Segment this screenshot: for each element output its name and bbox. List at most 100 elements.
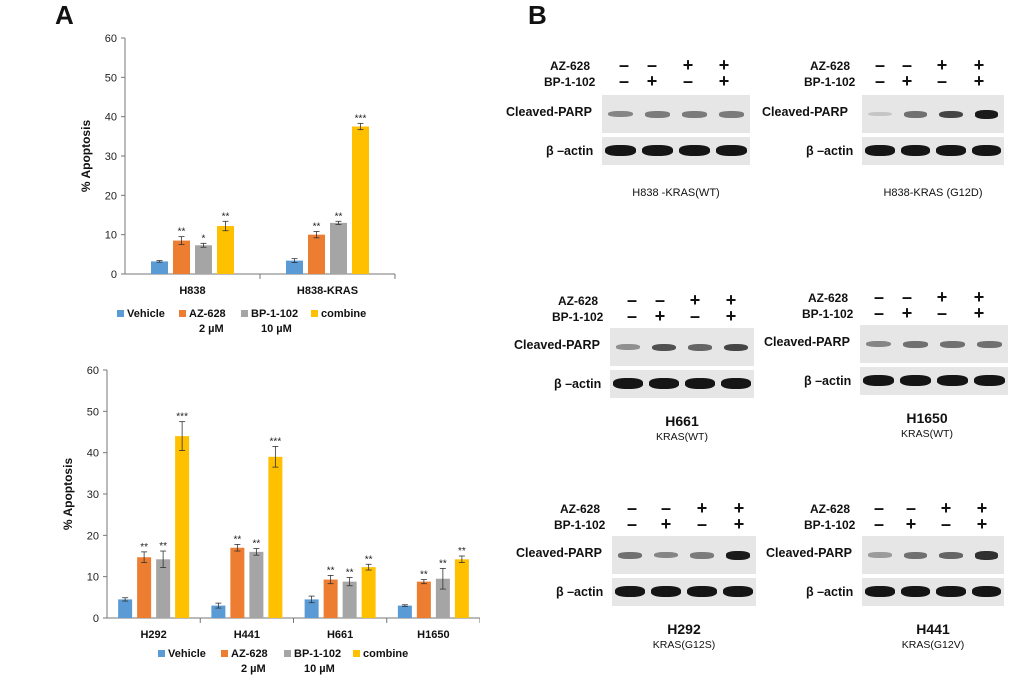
bar-h1650-2 bbox=[435, 578, 450, 618]
cell-line-caption: H838 -KRAS(WT) bbox=[632, 187, 720, 199]
az628-sign: – bbox=[618, 55, 629, 75]
az628-sign: + bbox=[682, 55, 694, 75]
legend-swatch bbox=[221, 650, 228, 657]
actin-band bbox=[971, 145, 1001, 156]
kras-status-caption: KRAS(WT) bbox=[901, 428, 953, 440]
bar-h292-0 bbox=[118, 599, 133, 618]
legend-label: combine bbox=[321, 308, 366, 320]
parp-band bbox=[866, 341, 891, 348]
x-tick-label: H838-KRAS bbox=[297, 285, 358, 297]
y-tick-label: 40 bbox=[105, 112, 117, 124]
significance-label: ** bbox=[458, 546, 466, 557]
az628-sign: + bbox=[689, 290, 701, 310]
cell-line-caption: H441 bbox=[916, 621, 950, 637]
bp1102-sign: + bbox=[901, 303, 913, 323]
cell-line-caption: H838-KRAS (G12D) bbox=[883, 187, 983, 199]
panel-label-b: B bbox=[528, 0, 547, 30]
cell-line-caption: H1650 bbox=[906, 410, 948, 426]
significance-label: ** bbox=[365, 554, 373, 565]
actin-band bbox=[716, 145, 747, 156]
cleaved-parp-strip bbox=[602, 95, 750, 133]
y-axis-label: % Apoptosis bbox=[61, 458, 75, 531]
significance-label: *** bbox=[355, 113, 367, 124]
legend-swatch bbox=[311, 310, 318, 317]
x-tick-label: H661 bbox=[327, 629, 353, 641]
az628-sign: – bbox=[873, 287, 884, 307]
legend-label: BP-1-102 bbox=[251, 308, 298, 320]
az628-sign: + bbox=[733, 498, 745, 518]
kras-status-caption: KRAS(WT) bbox=[656, 431, 708, 443]
x-tick-label: H292 bbox=[140, 629, 166, 641]
az628-sign: + bbox=[718, 55, 730, 75]
actin-band bbox=[721, 378, 751, 389]
bp1102-sign: + bbox=[660, 514, 672, 534]
actin-band bbox=[900, 145, 930, 156]
legend-swatch bbox=[117, 310, 124, 317]
parp-band bbox=[682, 111, 707, 118]
y-tick-label: 60 bbox=[105, 33, 117, 45]
actin-strip bbox=[602, 137, 750, 165]
significance-label: * bbox=[202, 233, 206, 244]
az628-row-label: AZ-628 bbox=[560, 502, 601, 516]
bp1102-sign: + bbox=[654, 306, 666, 326]
bar-h661-1 bbox=[323, 579, 338, 618]
bp1102-sign: – bbox=[873, 303, 884, 323]
parp-band bbox=[940, 340, 965, 348]
bp1102-sign: – bbox=[618, 71, 629, 91]
bp1102-sign: – bbox=[689, 306, 700, 326]
parp-band bbox=[939, 551, 963, 559]
bp1102-sign: + bbox=[976, 514, 988, 534]
actin-band bbox=[685, 378, 715, 389]
bp1102-row-label: BP-1-102 bbox=[804, 75, 856, 89]
az628-sign: + bbox=[973, 55, 985, 75]
parp-band bbox=[618, 551, 642, 559]
bp1102-sign: + bbox=[973, 303, 985, 323]
y-tick-label: 50 bbox=[87, 406, 99, 418]
kras-status-caption: KRAS(G12S) bbox=[652, 639, 716, 651]
parp-band bbox=[616, 344, 640, 351]
cleaved-parp-strip bbox=[862, 95, 1004, 133]
bar-h838-kras-0 bbox=[286, 260, 303, 274]
az628-sign: – bbox=[874, 55, 885, 75]
y-tick-label: 30 bbox=[105, 151, 117, 163]
bar-h292-3 bbox=[175, 436, 190, 618]
actin-band bbox=[649, 378, 679, 389]
significance-label: ** bbox=[420, 570, 428, 581]
y-tick-label: 60 bbox=[87, 365, 99, 377]
parp-band bbox=[724, 343, 748, 352]
parp-band bbox=[645, 111, 670, 118]
az628-sign: – bbox=[905, 498, 916, 518]
parp-band bbox=[654, 552, 678, 559]
bar-h441-0 bbox=[211, 605, 226, 618]
y-tick-label: 0 bbox=[93, 613, 99, 625]
bp1102-row-label: BP-1-102 bbox=[554, 518, 606, 532]
legend-swatch bbox=[179, 310, 186, 317]
actin-band bbox=[900, 586, 930, 597]
panel-label-a: A bbox=[55, 0, 74, 30]
az628-sign: + bbox=[696, 498, 708, 518]
az628-sign: – bbox=[901, 287, 912, 307]
legend-label: BP-1-102 bbox=[294, 648, 341, 660]
significance-label: *** bbox=[270, 436, 282, 447]
legend-label: AZ-628 bbox=[231, 648, 268, 660]
actin-band bbox=[642, 145, 673, 156]
az628-row-label: AZ-628 bbox=[810, 59, 851, 73]
az628-sign: – bbox=[654, 290, 665, 310]
legend-sublabel: 10 µM bbox=[261, 323, 292, 335]
bar-h661-3 bbox=[361, 567, 376, 618]
significance-label: ** bbox=[313, 222, 321, 233]
az628-sign: + bbox=[936, 287, 948, 307]
parp-band bbox=[688, 343, 712, 351]
cell-line-caption: H661 bbox=[665, 413, 699, 429]
cleaved-parp-label: Cleaved-PARP bbox=[506, 105, 592, 119]
legend-sublabel: 2 µM bbox=[199, 323, 224, 335]
bp1102-sign: + bbox=[725, 306, 737, 326]
az628-sign: + bbox=[940, 498, 952, 518]
parp-band bbox=[868, 111, 892, 117]
az628-sign: – bbox=[626, 290, 637, 310]
y-tick-label: 30 bbox=[87, 489, 99, 501]
bp1102-sign: + bbox=[973, 71, 985, 91]
bp1102-row-label: BP-1-102 bbox=[802, 307, 854, 321]
actin-label: β –actin bbox=[806, 585, 854, 599]
